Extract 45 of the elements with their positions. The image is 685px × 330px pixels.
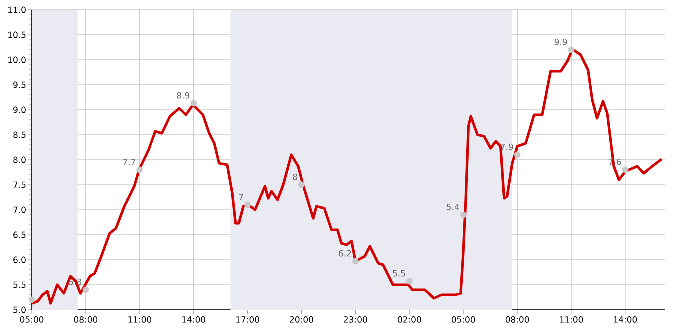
y-tick-label: 10.5 <box>8 32 26 38</box>
annotation: 8.9 <box>177 92 190 99</box>
point <box>568 46 575 54</box>
point <box>514 152 521 158</box>
x-tick-label: 08:00 <box>506 316 530 323</box>
y-tick-label: 8.0 <box>14 156 26 164</box>
annotation: 5.5 <box>393 270 406 277</box>
x-tick-label: 14:00 <box>182 316 206 323</box>
x-tick-label: 02:00 <box>398 316 422 323</box>
point <box>244 202 251 208</box>
annotation: 6.2 <box>339 250 352 257</box>
point <box>460 212 467 218</box>
point <box>28 296 36 304</box>
y-tick-label: 10.0 <box>8 56 26 64</box>
x-tick-label: 11:00 <box>128 316 152 323</box>
y-tick-label: 8.5 <box>14 132 26 138</box>
point <box>298 182 305 188</box>
point <box>352 258 359 265</box>
y-tick-label: 9.0 <box>14 106 26 114</box>
annotation: 7 <box>239 194 244 200</box>
x-tick-label: 14:00 <box>614 316 638 323</box>
x-tick-label: 05:00 <box>452 316 476 323</box>
point <box>136 166 144 174</box>
y-tick-label: 7.0 <box>14 206 26 214</box>
x-tick-label: 23:00 <box>344 316 368 323</box>
x-tick-label: 17:00 <box>236 316 260 323</box>
x-tick-label: 05:00 <box>20 316 44 323</box>
annotation: 5.4 <box>447 204 460 210</box>
annotation: 8 <box>293 174 298 180</box>
y-tick-label: 11.0 <box>8 6 26 14</box>
x-tick-label: 08:00 <box>74 316 98 323</box>
y-tick-label: 5.5 <box>14 282 26 288</box>
y-tick-label: 6.0 <box>14 256 26 264</box>
point <box>622 166 629 174</box>
x-tick-label: 11:00 <box>560 316 584 323</box>
y-tick-label: 6.5 <box>14 232 26 238</box>
y-tick-label: 5.0 <box>14 306 26 314</box>
x-tick-label: 20:00 <box>290 316 314 323</box>
annotation: 9.9 <box>554 38 568 46</box>
point <box>190 100 198 107</box>
y-tick-label: 7.5 <box>14 182 26 188</box>
point <box>406 278 413 285</box>
point <box>82 286 90 294</box>
annotation: 7.7 <box>123 159 136 166</box>
y-tick-label: 9.5 <box>14 82 26 88</box>
